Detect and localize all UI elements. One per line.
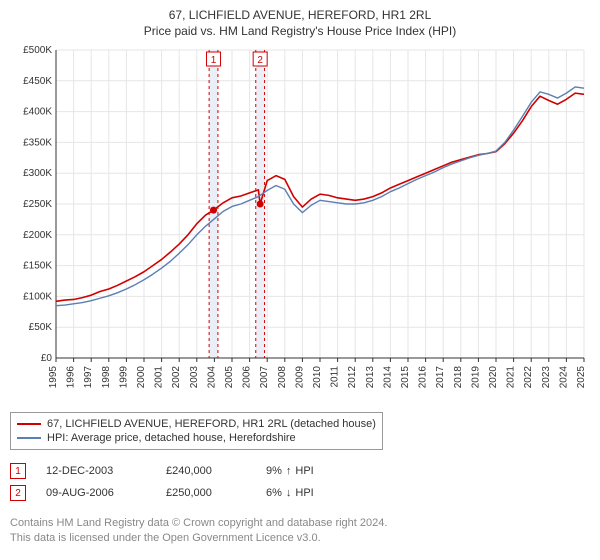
svg-text:£250K: £250K xyxy=(23,199,52,210)
chart-svg: £0 £50K £100K £150K £200K £250K £300K £350K £400… xyxy=(10,44,590,404)
sale-hpi-label-1: HPI xyxy=(295,465,313,477)
svg-text:2001: 2001 xyxy=(154,366,165,389)
sale-hpi-arrow-down-icon: ↓ xyxy=(286,487,292,499)
svg-text:2000: 2000 xyxy=(136,366,147,389)
title-sub: Price paid vs. HM Land Registry's House … xyxy=(10,24,590,38)
title-main: 67, LICHFIELD AVENUE, HEREFORD, HR1 2RL xyxy=(10,8,590,22)
sale-date-1: 12-DEC-2003 xyxy=(46,465,146,477)
legend-swatch-hpi xyxy=(17,437,41,439)
svg-text:2024: 2024 xyxy=(558,366,569,389)
sale-marker-2: 2 xyxy=(10,485,26,501)
svg-text:2025: 2025 xyxy=(576,366,587,389)
sale-hpi-pct-2: 6% xyxy=(266,487,282,499)
svg-text:2005: 2005 xyxy=(224,366,235,389)
legend-row-hpi: HPI: Average price, detached house, Here… xyxy=(17,431,376,445)
legend-label-subject: 67, LICHFIELD AVENUE, HEREFORD, HR1 2RL … xyxy=(47,418,376,430)
footer-line-1: Contains HM Land Registry data © Crown c… xyxy=(10,516,590,531)
footer-note: Contains HM Land Registry data © Crown c… xyxy=(10,516,590,546)
svg-text:2004: 2004 xyxy=(206,366,217,389)
svg-text:1996: 1996 xyxy=(66,366,77,389)
svg-text:1997: 1997 xyxy=(83,366,94,389)
sale-marker-1: 1 xyxy=(10,463,26,479)
svg-text:2003: 2003 xyxy=(189,366,200,389)
svg-text:£400K: £400K xyxy=(23,107,52,118)
svg-text:2019: 2019 xyxy=(470,366,481,389)
legend-swatch-subject xyxy=(17,423,41,425)
svg-text:2018: 2018 xyxy=(453,366,464,389)
price-chart: £0 £50K £100K £150K £200K £250K £300K £350K £400… xyxy=(10,44,590,404)
sale-hpi-2: 6% ↓ HPI xyxy=(266,487,314,499)
sales-block: 1 12-DEC-2003 £240,000 9% ↑ HPI 2 09-AUG… xyxy=(10,460,590,504)
svg-text:2015: 2015 xyxy=(400,366,411,389)
sale-price-2: £250,000 xyxy=(166,487,246,499)
sale-hpi-pct-1: 9% xyxy=(266,465,282,477)
svg-text:2021: 2021 xyxy=(506,366,517,389)
svg-text:£450K: £450K xyxy=(23,76,52,87)
legend-row-subject: 67, LICHFIELD AVENUE, HEREFORD, HR1 2RL … xyxy=(17,417,376,431)
sale-hpi-1: 9% ↑ HPI xyxy=(266,465,314,477)
svg-text:2: 2 xyxy=(257,55,263,66)
legend-label-hpi: HPI: Average price, detached house, Here… xyxy=(47,432,296,444)
footer-line-2: This data is licensed under the Open Gov… xyxy=(10,531,590,546)
svg-text:2014: 2014 xyxy=(382,366,393,389)
svg-text:£150K: £150K xyxy=(23,261,52,272)
sale-row-1: 1 12-DEC-2003 £240,000 9% ↑ HPI xyxy=(10,460,590,482)
svg-text:2013: 2013 xyxy=(365,366,376,389)
svg-text:£100K: £100K xyxy=(23,291,52,302)
svg-text:2016: 2016 xyxy=(418,366,429,389)
svg-text:2020: 2020 xyxy=(488,366,499,389)
svg-text:1: 1 xyxy=(211,55,217,66)
svg-text:2007: 2007 xyxy=(259,366,270,389)
svg-text:2023: 2023 xyxy=(541,366,552,389)
svg-text:£300K: £300K xyxy=(23,168,52,179)
sale-date-2: 09-AUG-2006 xyxy=(46,487,146,499)
svg-text:2011: 2011 xyxy=(330,366,341,388)
title-block: 67, LICHFIELD AVENUE, HEREFORD, HR1 2RL … xyxy=(10,8,590,38)
legend-box: 67, LICHFIELD AVENUE, HEREFORD, HR1 2RL … xyxy=(10,412,383,450)
svg-text:£350K: £350K xyxy=(23,137,52,148)
sale-row-2: 2 09-AUG-2006 £250,000 6% ↓ HPI xyxy=(10,482,590,504)
svg-text:£500K: £500K xyxy=(23,45,52,56)
svg-text:1999: 1999 xyxy=(118,366,129,389)
svg-text:£0: £0 xyxy=(41,353,53,364)
svg-text:£50K: £50K xyxy=(29,322,53,333)
svg-text:2012: 2012 xyxy=(347,366,358,389)
svg-text:2008: 2008 xyxy=(277,366,288,389)
sale-price-1: £240,000 xyxy=(166,465,246,477)
svg-text:2010: 2010 xyxy=(312,366,323,389)
svg-text:2017: 2017 xyxy=(435,366,446,389)
svg-text:1998: 1998 xyxy=(101,366,112,389)
sale-hpi-label-2: HPI xyxy=(295,487,313,499)
svg-text:£200K: £200K xyxy=(23,230,52,241)
svg-text:2002: 2002 xyxy=(171,366,182,389)
sale-hpi-arrow-up-icon: ↑ xyxy=(286,465,292,477)
svg-text:2022: 2022 xyxy=(523,366,534,389)
svg-text:2006: 2006 xyxy=(242,366,253,389)
svg-text:1995: 1995 xyxy=(48,366,59,389)
svg-text:2009: 2009 xyxy=(294,366,305,389)
